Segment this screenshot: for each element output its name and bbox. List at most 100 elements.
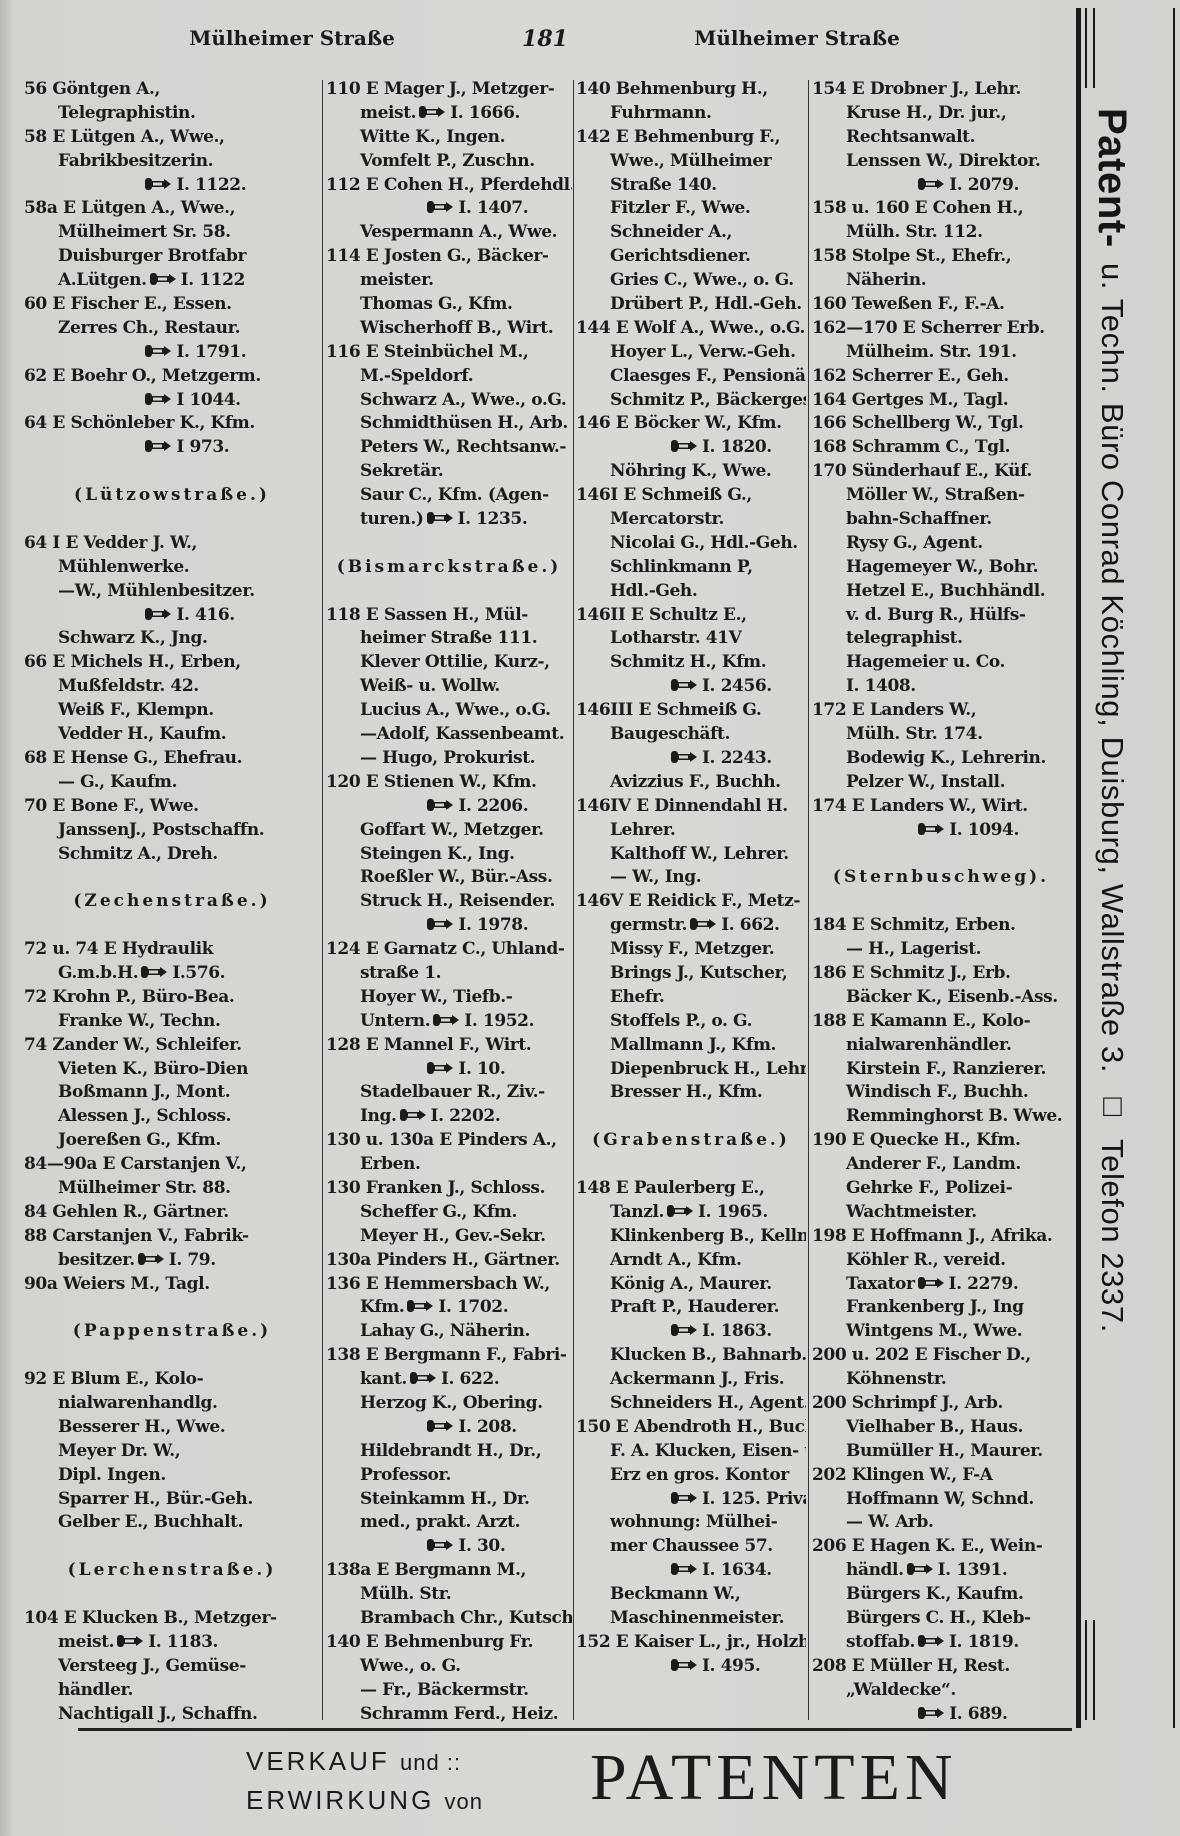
phone-number: I. 1407.: [458, 198, 529, 219]
telephone-icon: [670, 1321, 698, 1337]
entry-text: — W. Arb.: [846, 1512, 934, 1533]
entry-text: (Lützowstraße.): [74, 485, 270, 506]
directory-line: med., prakt. Arzt.: [326, 1511, 572, 1535]
border-line: [1085, 1620, 1087, 1720]
directory-line: 172 E Landers W.,: [812, 699, 1070, 723]
entry-text: 208 E Müller H, Rest.: [812, 1655, 1010, 1676]
entry-text: Maschinenmeister.: [610, 1608, 785, 1628]
directory-line: Klucken B., Bahnarb.: [576, 1344, 806, 1368]
directory-line: Ing. I. 2202.: [326, 1105, 572, 1129]
directory-line: Fuhrmann.: [576, 102, 806, 126]
directory-line: 112 E Cohen H., Pferdehdl.: [326, 174, 572, 198]
entry-text: Mußfeldstr. 42.: [58, 676, 199, 697]
directory-line: Hagemeier u. Co.: [812, 651, 1070, 675]
phone-number: I. 1391.: [937, 1560, 1008, 1581]
entry-text: M.-Speldorf.: [360, 365, 474, 386]
directory-line: Struck H., Reisender.: [326, 890, 572, 914]
directory-line: Fitzler F., Wwe.: [576, 197, 806, 221]
entry-text: Baugeschäft.: [610, 724, 731, 745]
entry-text: Avizzius F., Buchh.: [610, 771, 781, 792]
directory-line: 90a Weiers M., Tagl.: [24, 1273, 320, 1297]
entry-text: Mülh. Str. 174.: [846, 724, 983, 745]
entry-text: Bäcker K., Eisenb.-Ass.: [846, 986, 1058, 1007]
telephone-icon: [689, 915, 717, 931]
directory-line: Gerichtsdiener.: [576, 245, 806, 269]
entry-text: 64 E Schönleber K., Kfm.: [24, 413, 255, 434]
entry-text: Erz en gros. Kontor: [610, 1464, 789, 1485]
directory-line: Herzog K., Obering.: [326, 1392, 572, 1416]
directory-line: I 1044.: [24, 389, 320, 413]
directory-line: — W. Arb.: [812, 1511, 1070, 1535]
entry-text: v. d. Burg R., Hülfs-: [846, 604, 1026, 625]
directory-column-2: 110 E Mager J., Metzger-meist. I. 1666. Wi…: [326, 78, 572, 1728]
directory-line: kant. I. 622.: [326, 1368, 572, 1392]
directory-line: Vielhaber B., Haus.: [812, 1416, 1070, 1440]
entry-text: Mülheimer Str. 88.: [58, 1177, 231, 1198]
directory-line: Zerres Ch., Restaur.: [24, 317, 320, 341]
directory-line: 150 E Abendroth H., Buchh.: [576, 1416, 806, 1440]
phone-number: I 973.: [176, 437, 230, 458]
directory-line: Saur C., Kfm. (Agen-: [326, 484, 572, 508]
phone-number: I. 125. Privat-: [702, 1488, 806, 1509]
entry-text: Köhler R., vereid.: [846, 1249, 1006, 1270]
directory-line: Avizzius F., Buchh.: [576, 771, 806, 795]
directory-line: Mußfeldstr. 42.: [24, 675, 320, 699]
directory-line: I. 1408.: [812, 675, 1070, 699]
entry-text: Sekretär.: [360, 461, 444, 482]
phone-number: I. 1122.: [176, 174, 247, 195]
page-number: 181: [522, 26, 568, 52]
directory-line: Klinkenberg B., Kelln.: [576, 1225, 806, 1249]
entry-text: — Fr., Bäckermstr.: [360, 1679, 529, 1700]
directory-line: 130a Pinders H., Gärtner.: [326, 1249, 572, 1273]
entry-text: Schmidthüsen H., Arb.: [360, 413, 568, 434]
entry-text: Pelzer W., Install.: [846, 771, 1006, 792]
blank-line: [812, 890, 1070, 914]
entry-text: Bodewig K., Lehrerin.: [846, 747, 1047, 768]
entry-text: 164 Gertges M., Tagl.: [812, 389, 1009, 410]
entry-text: Kruse H., Dr. jur.,: [846, 102, 1007, 123]
directory-line: Maschinenmeister.: [576, 1607, 806, 1631]
directory-line: Dipl. Ingen.: [24, 1464, 320, 1488]
entry-text: 116 E Steinbüchel M.,: [326, 341, 529, 362]
entry-text: telegraphist.: [846, 628, 963, 649]
directory-line: 184 E Schmitz, Erben.: [812, 914, 1070, 938]
telephone-icon: [666, 1202, 694, 1217]
entry-text: Praft P., Hauderer.: [610, 1297, 780, 1318]
directory-line: 138 E Bergmann F., Fabri-: [326, 1344, 572, 1368]
entry-text: 158 Stolpe St., Ehefr.,: [812, 246, 1012, 267]
directory-line: Wischerhoff B., Wirt.: [326, 317, 572, 341]
entry-text: Mallmann J., Kfm.: [610, 1034, 777, 1055]
entry-text: Steinkamm H., Dr.: [360, 1488, 530, 1509]
directory-line: 146I E Schmeiß G.,: [576, 484, 806, 508]
entry-text: 200 u. 202 E Fischer D.,: [812, 1345, 1031, 1366]
blank-line: [326, 580, 572, 604]
entry-text: 120 E Stienen W., Kfm.: [326, 771, 537, 792]
directory-line: 198 E Hoffmann J., Afrika.: [812, 1225, 1070, 1249]
entry-text: Steingen K., Ing.: [360, 843, 515, 864]
entry-text: Lahay G., Näherin.: [360, 1321, 531, 1342]
entry-text: händl.: [846, 1560, 904, 1581]
telephone-icon: [917, 1704, 945, 1719]
directory-line: Köhler R., vereid.: [812, 1249, 1070, 1273]
telephone-icon: [144, 390, 172, 405]
entry-text: JanssenJ., Postschaffn.: [58, 819, 265, 840]
entry-text: — G., Kaufm.: [58, 771, 178, 792]
entry-text: — Hugo, Prokurist.: [360, 747, 536, 768]
entry-text: 138a E Bergmann M.,: [326, 1560, 527, 1581]
entry-text: Gries C., Wwe., o. G.: [610, 270, 794, 291]
directory-line: 142 E Behmenburg F.,: [576, 126, 806, 150]
entry-text: 152 E Kaiser L., jr., Holzh.: [576, 1631, 806, 1652]
entry-text: Vespermann A., Wwe.: [360, 222, 558, 243]
phone-number: I. 1094.: [949, 819, 1020, 840]
entry-text: Meyer H., Gev.-Sekr.: [360, 1225, 546, 1246]
directory-line: Diepenbruck H., Lehr.: [576, 1058, 806, 1082]
directory-line: Schwarz A., Wwe., o.G.: [326, 389, 572, 413]
entry-text: Wintgens M., Wwe.: [846, 1321, 1023, 1342]
directory-line: I. 1820.: [576, 436, 806, 460]
telephone-icon: [426, 1059, 454, 1074]
entry-text: 140 Behmenburg H.,: [576, 79, 768, 99]
directory-line: Frankenberg J., Ing: [812, 1296, 1070, 1320]
directory-line: Baugeschäft.: [576, 723, 806, 747]
telephone-icon: [426, 1536, 454, 1552]
entry-text: Klinkenberg B., Kelln.: [610, 1225, 806, 1246]
